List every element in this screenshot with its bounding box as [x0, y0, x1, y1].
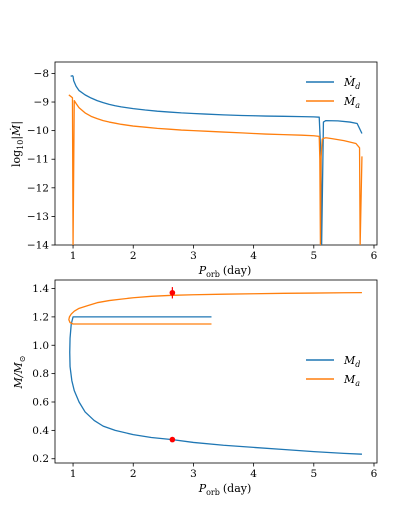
mass-observed-points	[169, 287, 176, 443]
mass-x-tick-label: 2	[130, 468, 137, 480]
mass-x-tick-label: 5	[310, 468, 317, 480]
mass-x-tick-label: 4	[250, 468, 257, 480]
mass-x-ticks: 1 2 3 4 5 6	[70, 463, 378, 480]
mdot-x-ticks: 1 2 3 4 5 6	[70, 245, 378, 262]
mdot-series-ma-line	[68, 94, 363, 245]
mdot-y-axis-label: log10|Ṁ|	[9, 121, 25, 167]
mdot-legend-label-md: Ṁd	[343, 75, 360, 91]
mdot-x-axis-label: Porb (day)	[198, 264, 252, 279]
mass-y-tick-label: 1.4	[32, 283, 49, 295]
mass-x-tick-label: 3	[190, 468, 197, 480]
mass-y-tick-label: 1.2	[32, 311, 49, 323]
mdot-x-tick-label: 2	[130, 250, 137, 262]
mass-y-tick-label: 0.2	[32, 453, 49, 465]
mdot-legend-label-ma: Ṁa	[343, 94, 360, 110]
mdot-series	[68, 75, 363, 245]
mass-y-ticks: 0.2 0.4 0.6 0.8 1.0 1.2 1.4	[32, 283, 55, 465]
mass-series-md-line	[69, 316, 362, 455]
mdot-series-md-line	[70, 75, 363, 245]
mdot-x-tick-label: 1	[70, 250, 77, 262]
mdot-y-tick-label: −12	[27, 182, 49, 194]
mdot-y-tick-label: −8	[34, 68, 49, 80]
mdot-y-tick-label: −13	[27, 211, 49, 223]
mass-x-axis-label: Porb (day)	[198, 482, 252, 497]
mass-legend-label-md: Md	[343, 354, 360, 369]
mass-x-tick-label: 1	[70, 468, 77, 480]
mass-legend-label-ma: Ma	[343, 373, 360, 388]
mdot-x-tick-label: 6	[371, 250, 378, 262]
mass-series	[68, 291, 362, 455]
mass-legend: Md Ma	[306, 354, 360, 388]
mdot-x-tick-label: 5	[310, 250, 317, 262]
mdot-legend: Ṁd Ṁa	[306, 75, 360, 110]
mass-y-tick-label: 1.0	[32, 340, 49, 352]
mdot-x-tick-label: 3	[190, 250, 197, 262]
mass-observed-point	[169, 436, 176, 443]
mass-panel: 1 2 3 4 5 6 0.2 0.4 0.6 0.8 1.0 1.2 1.4 Porb (day) M…	[12, 279, 378, 497]
mass-y-axis-label: M/M⊙	[12, 356, 27, 390]
mass-observed-point	[169, 289, 176, 296]
mass-plot-frame	[54, 279, 378, 464]
mdot-plot-frame	[54, 61, 378, 246]
mass-y-tick-label: 0.6	[32, 397, 49, 409]
mass-series-ma-line	[68, 291, 362, 325]
mass-y-tick-label: 0.8	[32, 368, 49, 380]
mass-y-tick-label: 0.4	[32, 425, 49, 437]
mdot-panel: 1 2 3 4 5 6 −14 −13 −12 −11 −10 −9 −8 Porb (day) log…	[9, 61, 378, 279]
mass-x-tick-label: 6	[371, 468, 378, 480]
mdot-y-tick-label: −9	[34, 97, 49, 109]
mdot-y-tick-label: −11	[27, 154, 49, 166]
mdot-y-tick-label: −14	[27, 240, 49, 252]
mdot-y-tick-label: −10	[27, 125, 49, 137]
mdot-x-tick-label: 4	[250, 250, 257, 262]
mdot-y-ticks: −14 −13 −12 −11 −10 −9 −8	[27, 68, 55, 252]
